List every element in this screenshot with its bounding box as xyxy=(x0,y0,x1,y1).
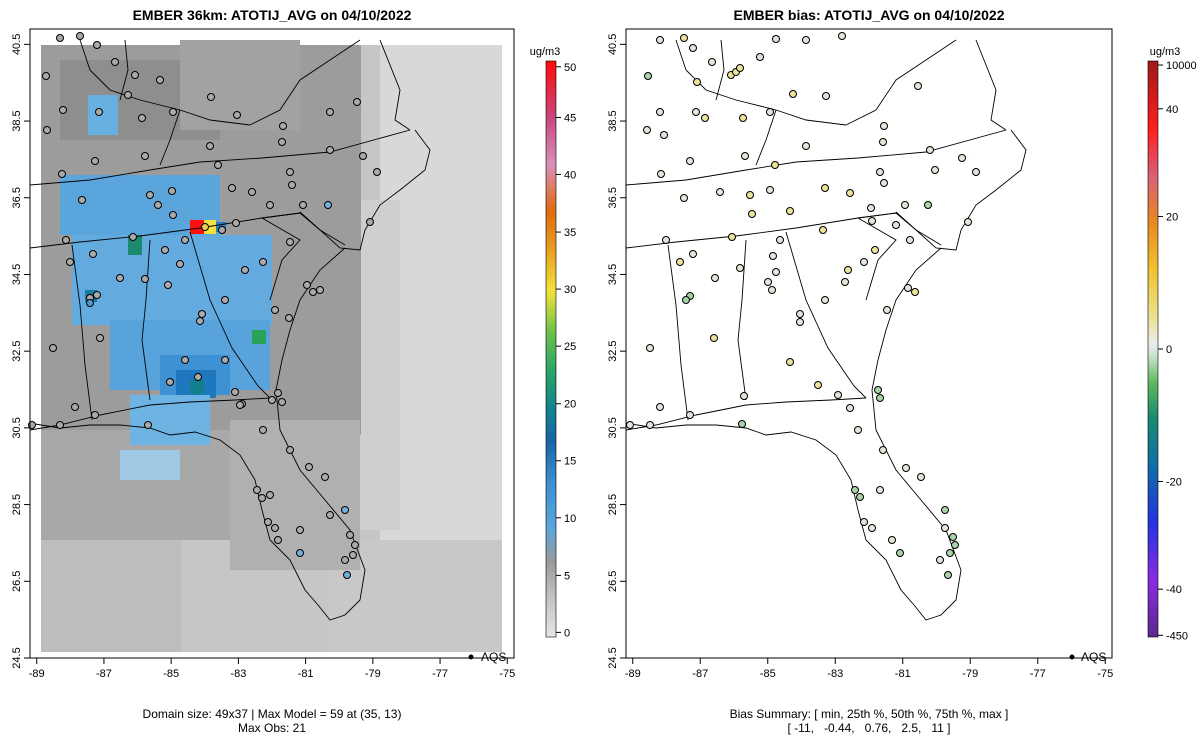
right-y-tick-label: 34.5 xyxy=(607,264,619,285)
left-x-axis: -89 -87 -85 -83 -81 -79 -77 -75 xyxy=(29,658,515,680)
right-x-axis: -89 -87 -85 -83 -81 -79 -77 -75 xyxy=(625,658,1113,680)
right-colorbar-ticks: 10000 40 20 0 -20 -40 -450 xyxy=(1158,60,1197,642)
right-y-tick-label: 38.5 xyxy=(607,110,619,131)
left-model-grid xyxy=(30,29,514,658)
right-colorbar xyxy=(1147,60,1159,638)
right-colorbar-tick-label: 0 xyxy=(1166,344,1172,356)
left-y-tick-label: 28.5 xyxy=(11,494,23,515)
left-colorbar-tick-label: 20 xyxy=(564,399,576,411)
left-colorbar-tick-label: 45 xyxy=(564,112,576,124)
left-colorbar-tick-label: 50 xyxy=(564,62,576,74)
left-colorbar-tick-label: 40 xyxy=(564,169,576,181)
left-map-title: EMBER 36km: ATOTIJ_AVG on 04/10/2022 xyxy=(133,7,412,23)
left-colorbar xyxy=(545,60,557,638)
left-colorbar-tick-label: 5 xyxy=(564,570,570,582)
left-y-tick-label: 26.5 xyxy=(11,571,23,592)
right-x-tick-label: -79 xyxy=(962,668,978,680)
right-x-tick-label: -87 xyxy=(692,668,708,680)
right-x-tick-label: -81 xyxy=(895,668,911,680)
left-y-tick-label: 24.5 xyxy=(11,647,23,668)
left-domain-summary: Domain size: 49x37 | Max Model = 59 at (… xyxy=(143,707,402,721)
left-colorbar-tick-label: 35 xyxy=(564,227,576,239)
left-x-tick-label: -89 xyxy=(29,668,45,680)
right-colorbar-tick-label: -40 xyxy=(1166,584,1182,596)
left-state-boundaries xyxy=(30,39,431,621)
right-station-points xyxy=(626,32,980,579)
right-x-tick-label: -83 xyxy=(827,668,843,680)
right-colorbar-tick-label: 40 xyxy=(1166,104,1178,116)
right-x-tick-label: -77 xyxy=(1030,668,1046,680)
left-x-tick-label: -83 xyxy=(230,668,246,680)
left-colorbar-ticks: 0 5 10 15 20 25 30 35 40 45 50 xyxy=(556,62,576,639)
right-colorbar-tick-label: -450 xyxy=(1166,630,1188,642)
right-y-tick-label: 36.5 xyxy=(607,187,619,208)
right-bias-summary-header: Bias Summary: [ min, 25th %, 50th %, 75t… xyxy=(730,707,1009,721)
right-colorbar-tick-label: -20 xyxy=(1166,476,1182,488)
right-y-tick-label: 28.5 xyxy=(607,494,619,515)
right-state-boundaries xyxy=(626,39,1027,621)
right-colorbar-tick-label: 20 xyxy=(1166,212,1178,224)
left-colorbar-unit: ug/m3 xyxy=(530,46,561,58)
right-y-axis: 24.5 26.5 28.5 30.5 32.5 34.5 36.5 38.5 40.5 xyxy=(607,34,626,669)
left-x-tick-label: -79 xyxy=(365,668,381,680)
left-max-obs: Max Obs: 21 xyxy=(238,721,306,735)
right-map-title: EMBER bias: ATOTIJ_AVG on 04/10/2022 xyxy=(733,7,1004,23)
left-y-tick-label: 38.5 xyxy=(11,110,23,131)
left-colorbar-tick-label: 0 xyxy=(564,627,570,639)
right-y-tick-label: 32.5 xyxy=(607,340,619,361)
right-y-tick-label: 24.5 xyxy=(607,647,619,668)
right-aqs-legend-label: AQS xyxy=(1081,650,1106,664)
right-x-tick-label: -75 xyxy=(1097,668,1113,680)
left-colorbar-tick-label: 25 xyxy=(564,341,576,353)
left-x-tick-label: -85 xyxy=(163,668,179,680)
right-colorbar-unit: ug/m3 xyxy=(1150,46,1181,58)
left-x-tick-label: -87 xyxy=(96,668,112,680)
left-map-panel: EMBER 36km: ATOTIJ_AVG on 04/10/2022 xyxy=(11,7,576,735)
left-station-points xyxy=(28,32,381,579)
left-y-axis: 24.5 26.5 28.5 30.5 32.5 34.5 36.5 38.5 40.5 xyxy=(11,34,30,669)
left-y-tick-label: 32.5 xyxy=(11,340,23,361)
right-plot-frame xyxy=(625,28,1113,659)
left-y-tick-label: 36.5 xyxy=(11,187,23,208)
right-x-tick-label: -89 xyxy=(625,668,641,680)
left-aqs-legend-marker xyxy=(468,654,474,660)
left-x-tick-label: -81 xyxy=(298,668,314,680)
left-colorbar-tick-label: 10 xyxy=(564,513,576,525)
right-aqs-legend-marker xyxy=(1069,654,1075,660)
left-x-tick-label: -77 xyxy=(432,668,448,680)
right-bias-summary-values: [ -11, -0.44, 0.76, 2.5, 11 ] xyxy=(788,721,951,735)
left-y-tick-label: 40.5 xyxy=(11,34,23,55)
right-map-panel: EMBER bias: ATOTIJ_AVG on 04/10/2022 xyxy=(607,7,1197,735)
right-y-tick-label: 30.5 xyxy=(607,417,619,438)
left-aqs-legend-label: AQS xyxy=(481,650,506,664)
left-plot-frame xyxy=(29,28,515,659)
right-y-tick-label: 26.5 xyxy=(607,571,619,592)
left-colorbar-tick-label: 15 xyxy=(564,456,576,468)
right-colorbar-tick-label: 10000 xyxy=(1166,60,1197,72)
right-y-tick-label: 40.5 xyxy=(607,34,619,55)
right-x-tick-label: -85 xyxy=(760,668,776,680)
left-y-tick-label: 30.5 xyxy=(11,417,23,438)
left-y-tick-label: 34.5 xyxy=(11,264,23,285)
left-x-tick-label: -75 xyxy=(499,668,515,680)
left-colorbar-tick-label: 30 xyxy=(564,284,576,296)
